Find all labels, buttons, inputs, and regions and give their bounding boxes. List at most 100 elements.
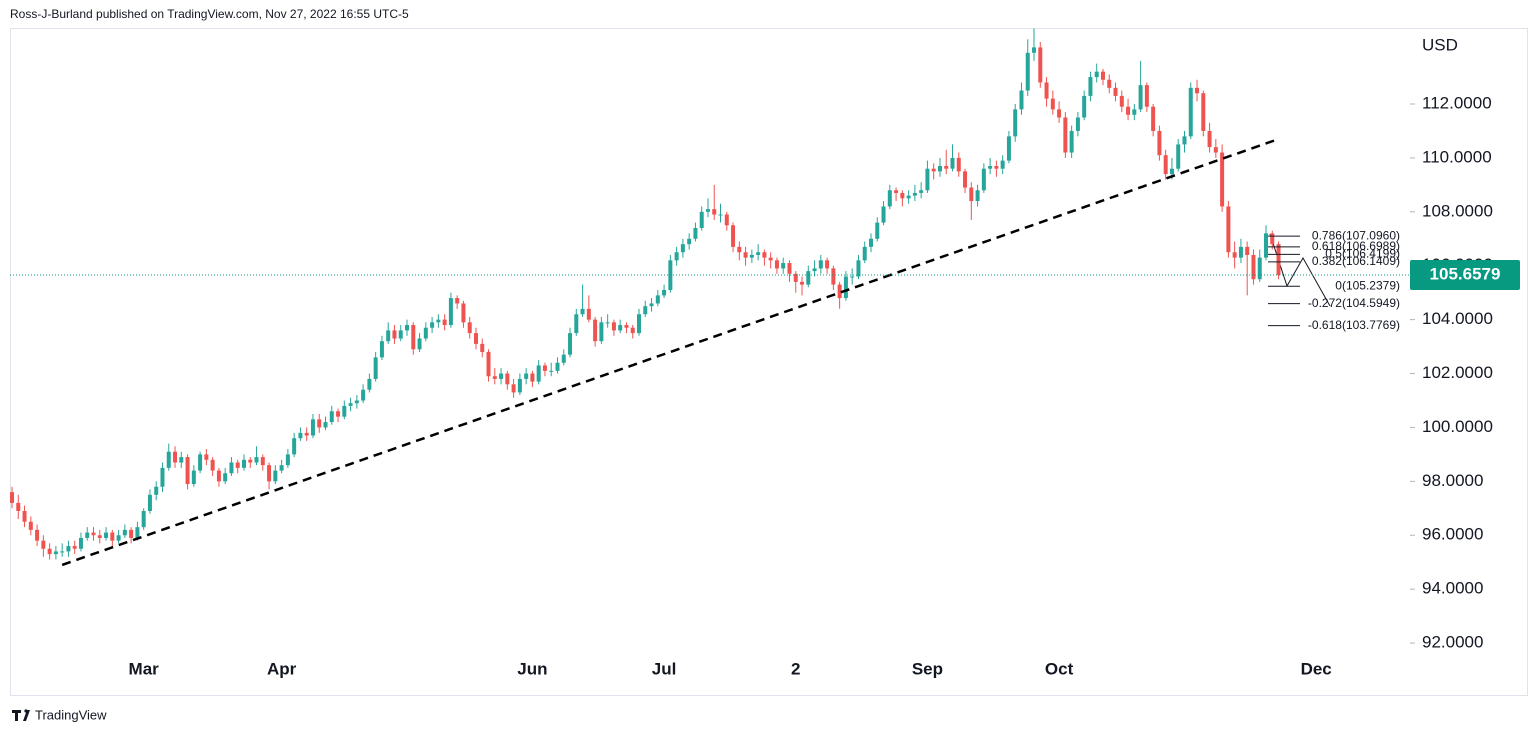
candle-body [260,457,265,466]
candle-body [1163,155,1168,175]
candle-body [912,192,917,196]
candle-body [10,492,14,503]
candle-body [674,252,679,261]
y-tick-label: 92.0000 [1422,633,1483,652]
candle-body [743,252,748,258]
candle-body [191,470,196,485]
y-axis-label: USD [1422,35,1458,54]
candle-body [637,314,641,334]
candle-body [1151,106,1156,131]
candle-body [1176,144,1181,169]
candle-body [1044,82,1049,99]
candle-body [574,314,579,334]
candle-body [342,405,347,417]
y-tick-label: 94.0000 [1422,579,1483,598]
fib-label: 0.382(106.1409) [1312,254,1400,268]
candle-body [248,459,253,463]
candle-body [831,268,836,285]
candle-body [1220,152,1225,207]
candle-body [549,370,554,372]
fib-label: 0(105.2379) [1335,278,1400,292]
candle-body [279,465,284,471]
candle-body [580,308,585,315]
candle-body [1050,98,1055,110]
candle-body [1063,117,1068,153]
candle-body [900,192,905,199]
candle-body [198,454,203,471]
candle-body [78,537,83,549]
candle-body [448,298,453,326]
candle-body [154,486,159,495]
candle-body [693,227,698,239]
candle-body [35,529,40,541]
candle-body [762,252,767,258]
candle-body [135,527,140,538]
candle-body [975,190,980,202]
candle-body [749,254,754,258]
candle-body [204,454,209,460]
candle-body [122,529,127,536]
trendline [61,137,1279,567]
candle-body [486,351,491,377]
candle-body [53,551,58,555]
candle-body [680,244,685,253]
fib-label: -0.618(103.7769) [1308,318,1400,332]
candle-body [981,168,986,191]
candle-body [116,535,121,541]
candle-body [568,333,573,355]
candle-body [731,225,736,247]
candle-body [317,419,322,428]
candle-body [1069,130,1074,153]
x-tick-label: 2 [791,659,800,678]
candle-body [850,276,855,278]
candle-body [229,462,234,474]
candle-body [1169,168,1174,175]
candle-body [950,157,955,169]
candle-body [185,457,190,485]
candle-body [285,454,290,466]
candle-body [1207,130,1212,148]
candle-body [994,165,999,169]
candle-body [430,322,435,328]
chart-frame [10,28,1528,696]
x-tick-label: Dec [1301,659,1332,678]
candle-body [47,548,52,555]
candle-body [1113,87,1118,96]
candle-body [937,165,942,172]
candle-body [1025,52,1030,91]
candle-body [1226,206,1231,253]
candle-body [1019,90,1024,110]
candle-body [774,260,779,269]
candle-body [160,467,165,487]
y-tick-label: 108.0000 [1422,201,1493,220]
candle-body [969,187,974,202]
candle-body [442,319,447,326]
candle-body [906,195,911,199]
candle-body [505,373,510,385]
candle-body [1257,257,1262,280]
candle-body [22,510,27,522]
candle-body [110,532,115,541]
candle-body [1006,136,1011,161]
candle-body [147,494,152,511]
candle-body [66,546,71,552]
candle-body [511,384,516,393]
candle-body [1213,147,1218,153]
candle-body [825,260,830,269]
candle-body [16,502,21,511]
candle-body [787,263,792,274]
candle-body [862,246,867,261]
candle-body [718,214,723,216]
candle-body [467,322,472,334]
candle-body [473,333,478,344]
candle-body [480,343,485,352]
brand: TradingView [35,707,107,722]
candle-body [555,362,560,371]
candle-body [611,322,616,331]
candle-body [724,214,729,226]
candle-body [373,357,378,379]
candle-body [97,535,102,538]
candle-body [561,354,566,363]
candle-body [60,551,65,553]
y-tick-label: 100.0000 [1422,417,1493,436]
